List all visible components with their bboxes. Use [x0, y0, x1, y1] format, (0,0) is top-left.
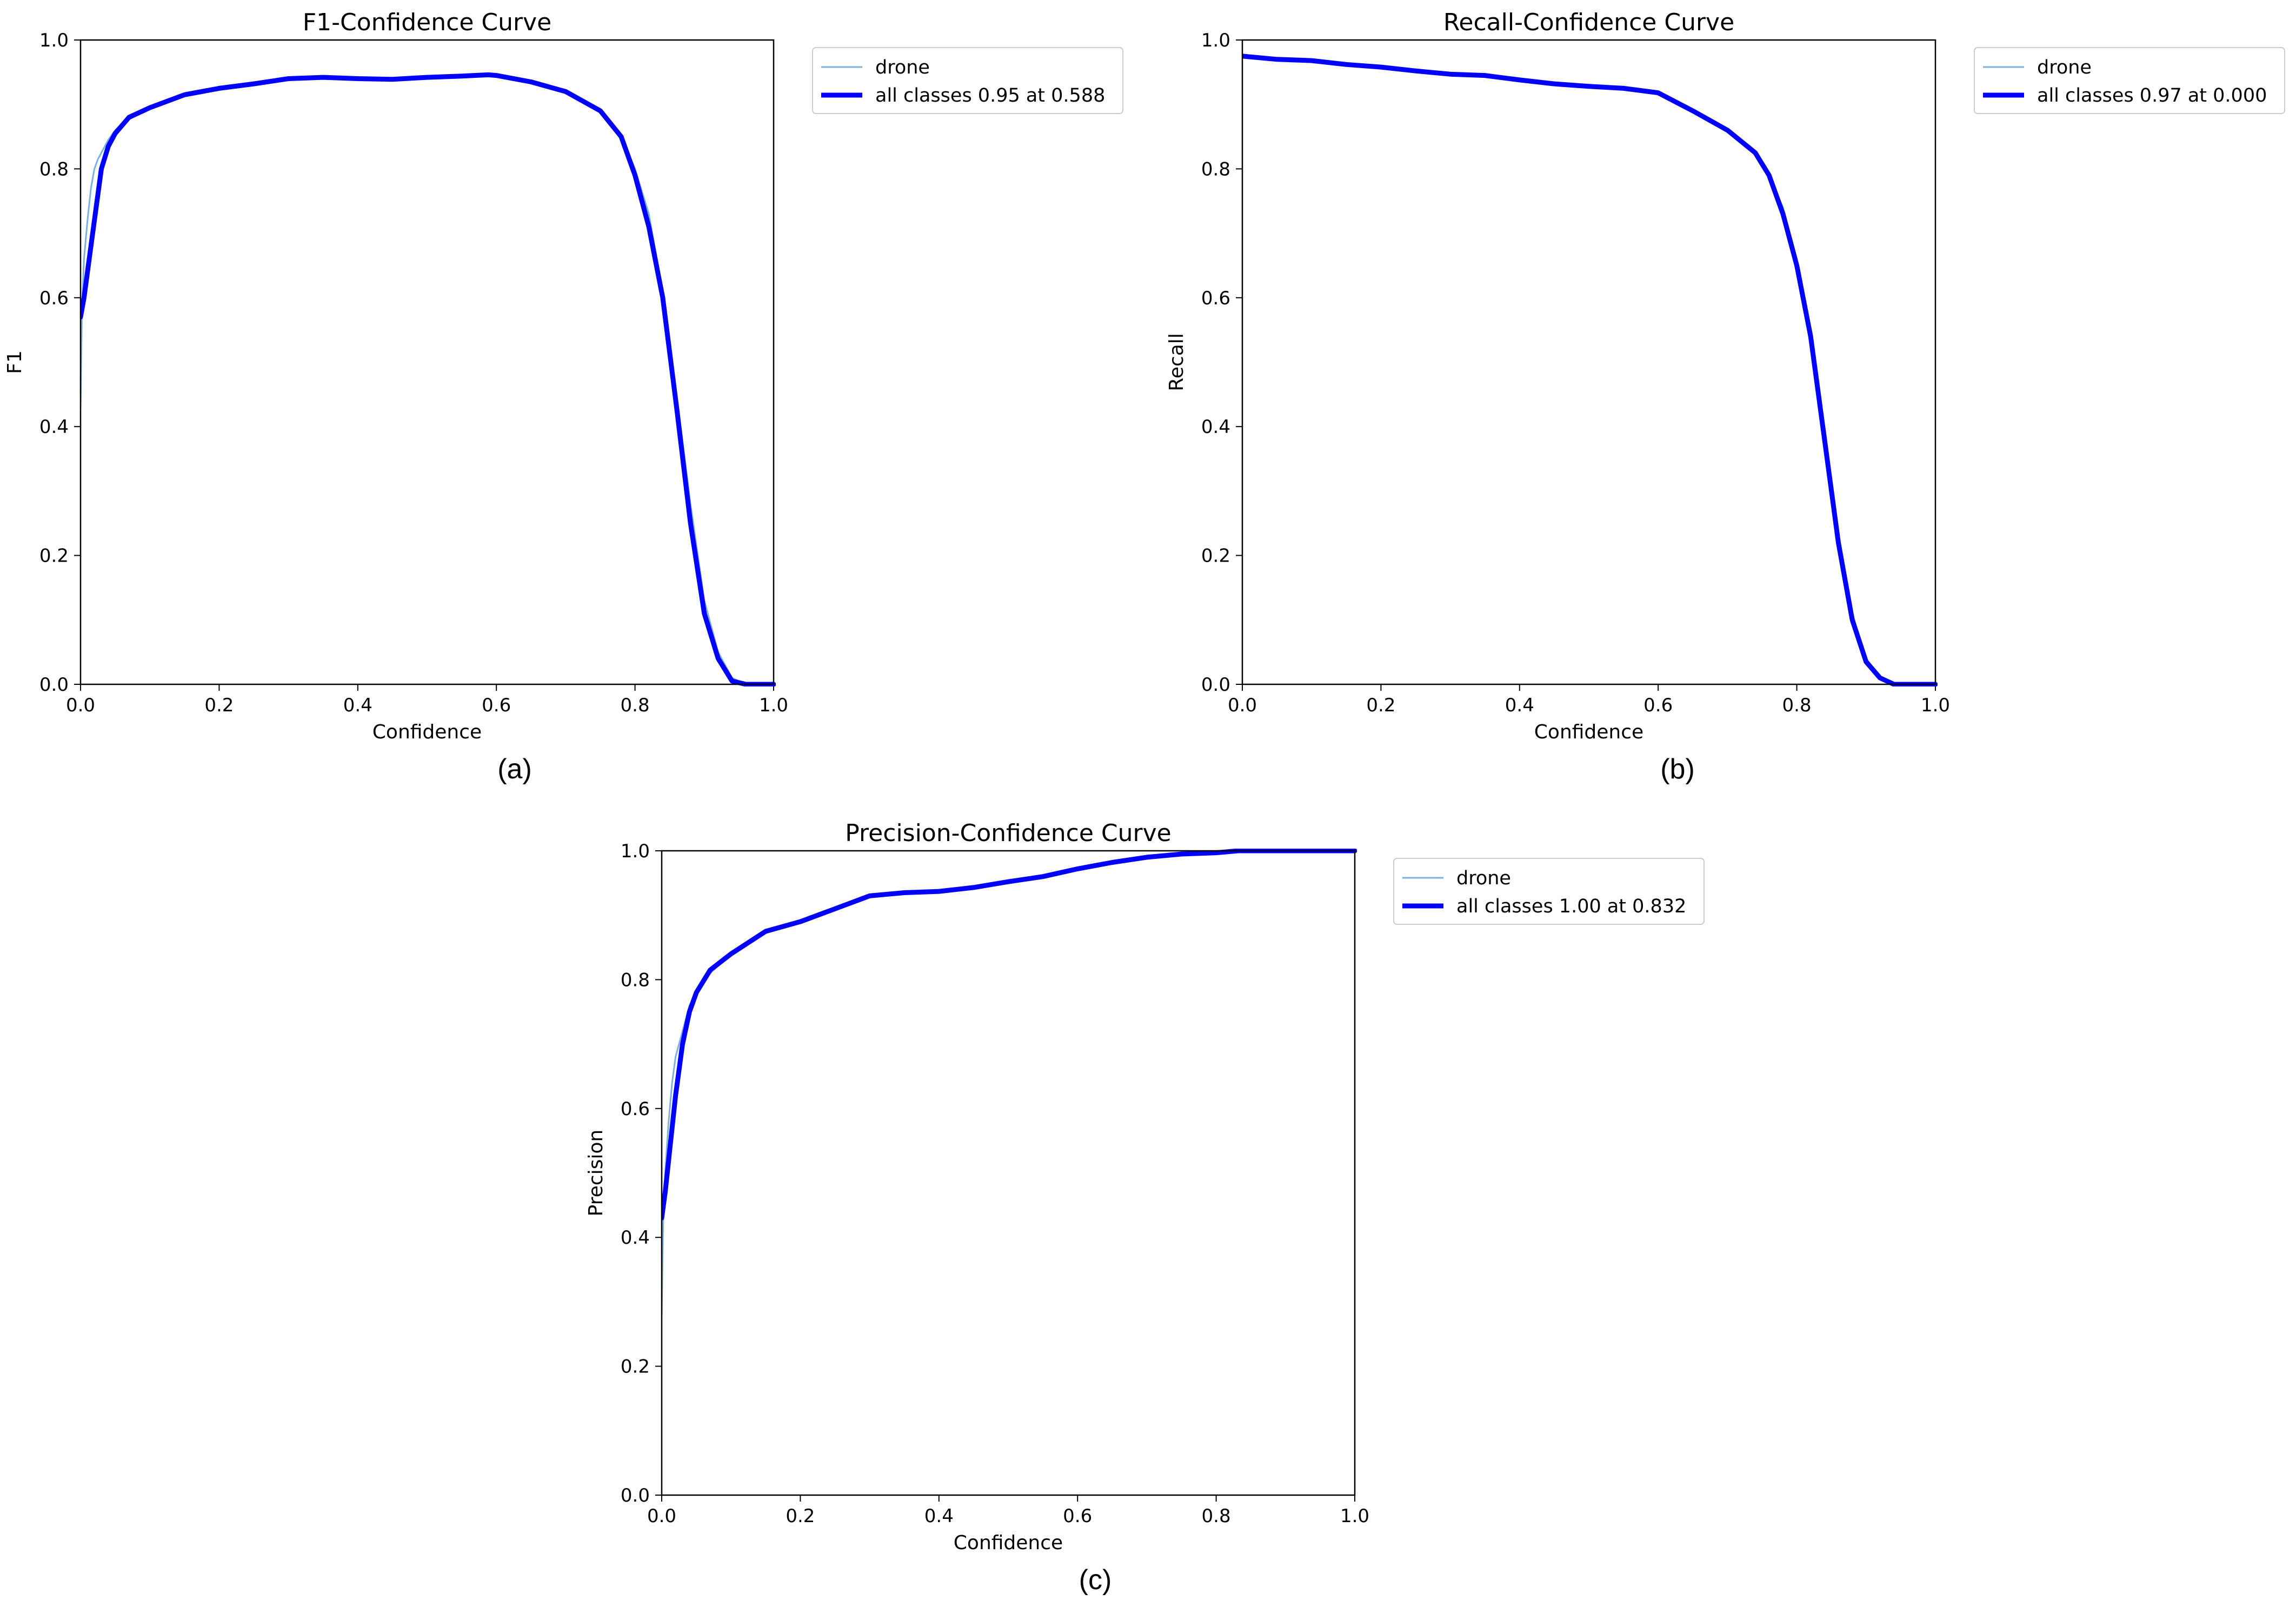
- series-line-all-classes: [662, 849, 1357, 1221]
- legend-label-all-classes: all classes 0.97 at 0.000: [2037, 85, 2267, 106]
- y-tick-label: 1.0: [1201, 30, 1230, 51]
- legend-label-drone: drone: [1456, 868, 1511, 889]
- y-axis-label: Recall: [1166, 333, 1188, 391]
- y-tick-label: 0.8: [621, 969, 650, 991]
- chart-title: Recall-Confidence Curve: [1443, 9, 1734, 36]
- x-axis-label: Confidence: [954, 1532, 1063, 1554]
- x-tick-label: 0.6: [1063, 1505, 1092, 1527]
- x-tick-label: 0.8: [621, 695, 650, 716]
- y-axis-label: F1: [4, 350, 26, 374]
- x-tick-label: 0.6: [482, 695, 511, 716]
- panel-caption: (b): [1660, 754, 1695, 785]
- x-tick-label: 0.0: [66, 695, 95, 716]
- x-tick-label: 1.0: [1921, 695, 1950, 716]
- x-tick-label: 1.0: [759, 695, 788, 716]
- x-tick-label: 1.0: [1340, 1505, 1369, 1527]
- x-tick-label: 0.4: [924, 1505, 954, 1527]
- y-tick-label: 0.6: [621, 1098, 650, 1120]
- y-tick-label: 0.0: [1201, 674, 1230, 696]
- y-tick-label: 0.6: [39, 288, 69, 309]
- x-tick-label: 0.8: [1202, 1505, 1231, 1527]
- x-tick-label: 0.2: [786, 1505, 815, 1527]
- legend-label-drone: drone: [2037, 57, 2092, 78]
- legend-label-all-classes: all classes 1.00 at 0.832: [1456, 896, 1686, 917]
- y-tick-label: 0.6: [1201, 288, 1230, 309]
- plot-frame: [1241, 39, 1936, 685]
- legend-box: [1974, 47, 2285, 114]
- y-axis-label: Precision: [585, 1130, 607, 1217]
- x-tick-label: 0.0: [647, 1505, 676, 1527]
- y-tick-label: 1.0: [39, 30, 69, 51]
- x-tick-label: 0.0: [1228, 695, 1257, 716]
- legend-box: [1393, 858, 1705, 925]
- y-tick-label: 0.4: [1201, 416, 1230, 438]
- series-line-all-classes: [81, 72, 776, 686]
- x-tick-label: 0.4: [343, 695, 372, 716]
- panel-caption: (a): [497, 754, 532, 785]
- y-tick-label: 0.0: [39, 674, 69, 696]
- legend: drone all classes 0.95 at 0.588: [812, 47, 1123, 114]
- plot-frame: [661, 850, 1356, 1496]
- plot-frame: [79, 39, 775, 685]
- y-tick-label: 0.2: [1201, 545, 1230, 567]
- chart-title: Precision-Confidence Curve: [845, 819, 1171, 847]
- y-tick-label: 0.8: [1201, 158, 1230, 180]
- legend: drone all classes 1.00 at 0.832: [1393, 858, 1705, 925]
- series-line-all-classes: [1242, 54, 1938, 686]
- legend-box: [812, 47, 1123, 114]
- x-tick-label: 0.2: [1366, 695, 1395, 716]
- legend-label-drone: drone: [875, 57, 930, 78]
- x-axis-label: Confidence: [1534, 721, 1643, 743]
- y-tick-label: 0.2: [39, 545, 69, 567]
- chart-panel-3: Precision-Confidence Curve 0.0 0.2 0.4 0.6 0.…: [585, 819, 1705, 1596]
- y-tick-label: 0.2: [621, 1356, 650, 1378]
- y-tick-label: 0.8: [39, 158, 69, 180]
- chart-panel-2: Recall-Confidence Curve 0.0 0.2 0.4 0.6 0.8 1.…: [1166, 9, 2285, 785]
- y-tick-label: 0.4: [621, 1227, 650, 1249]
- y-tick-label: 0.4: [39, 416, 69, 438]
- x-tick-label: 0.2: [204, 695, 234, 716]
- x-tick-label: 0.6: [1643, 695, 1673, 716]
- x-tick-label: 0.4: [1505, 695, 1534, 716]
- panel-caption: (c): [1079, 1564, 1112, 1596]
- y-tick-label: 1.0: [621, 841, 650, 862]
- legend: drone all classes 0.97 at 0.000: [1974, 47, 2285, 114]
- legend-label-all-classes: all classes 0.95 at 0.588: [875, 85, 1105, 106]
- chart-title: F1-Confidence Curve: [303, 9, 551, 36]
- y-tick-label: 0.0: [621, 1485, 650, 1506]
- chart-panel-1: F1-Confidence Curve 0.0 0.2 0.4 0.6 0.8 1.0 0.0…: [4, 9, 1123, 785]
- x-axis-label: Confidence: [372, 721, 482, 743]
- x-tick-label: 0.8: [1782, 695, 1812, 716]
